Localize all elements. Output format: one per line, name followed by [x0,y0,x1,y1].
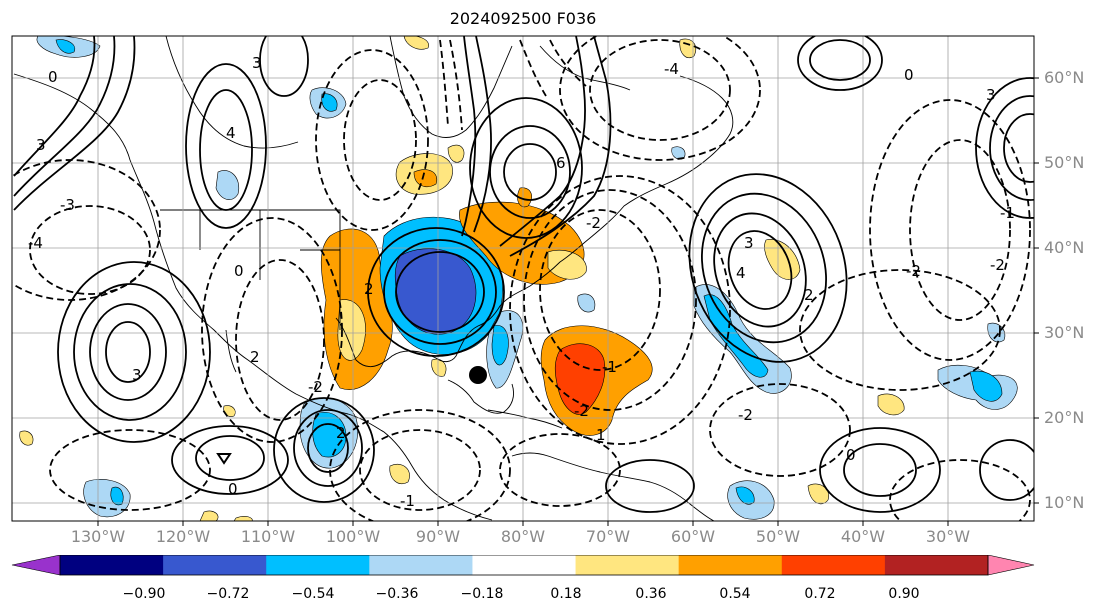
triangle-marker [216,453,232,465]
colorbar-tick-label: −0.18 [460,586,504,602]
lon-label-70w: 70°W [585,527,631,546]
svg-text:-2: -2 [308,378,323,396]
contour-labels: 0 3 4 3 -3 -4 2 0 3 2 -2 6 -2 4 3 2 -1 -… [28,54,1015,510]
svg-text:-2: -2 [990,256,1005,274]
lon-label-60w: 60°W [670,527,716,546]
map-panel: 0 3 4 3 -3 -4 2 0 3 2 -2 6 -2 4 3 2 -1 -… [11,35,1039,526]
lat-label-60n: 60°N [1044,68,1085,87]
colorbar-segment [266,555,370,575]
svg-text:0: 0 [904,66,914,84]
colorbar-segment [163,555,267,575]
svg-text:0: 0 [846,446,856,464]
colorbar-frame [59,555,989,576]
svg-text:0: 0 [228,480,238,498]
colorbar-extend-high [987,555,1035,576]
svg-text:3: 3 [252,54,262,72]
lon-label-50w: 50°W [755,527,801,546]
colorbar-segments [60,555,989,575]
lon-label-30w: 30°W [925,527,971,546]
svg-text:4: 4 [226,124,236,142]
lon-label-80w: 80°W [500,527,546,546]
colorbar-tick-label: −0.90 [122,586,166,602]
colorbar-segment [60,555,164,575]
lon-label-100w: 100°W [325,527,381,546]
svg-text:4: 4 [736,264,746,282]
lon-label-110w: 110°W [240,527,296,546]
lat-label-40n: 40°N [1044,238,1085,257]
colorbar-extend-low [11,555,61,576]
lat-label-50n: 50°N [1044,153,1085,172]
svg-text:6: 6 [556,154,566,172]
svg-text:-1: -1 [602,358,617,376]
lon-label-120w: 120°W [155,527,211,546]
lat-ticks [1034,77,1039,504]
colorbar-segment [781,555,886,575]
colorbar-segment [575,555,680,575]
colorbar-tick-label: 0.36 [635,586,667,602]
svg-text:3: 3 [744,234,754,252]
colorbar-tick-label: 0.72 [804,586,836,602]
colorbar-tick-label: −0.54 [291,586,335,602]
svg-text:-2: -2 [574,402,589,420]
colorbar-tick-label: 0.90 [888,586,920,602]
svg-text:-4: -4 [28,234,43,252]
svg-text:-1: -1 [1000,204,1015,222]
lat-label-10n: 10°N [1044,493,1085,512]
svg-text:-2: -2 [738,406,753,424]
colorbar-segment [369,555,473,575]
lon-ticks [97,521,949,526]
svg-text:-2: -2 [906,262,921,280]
svg-text:-3: -3 [60,196,75,214]
lat-label-30n: 30°N [1044,323,1085,342]
svg-text:1: 1 [596,426,606,444]
svg-text:-4: -4 [664,60,679,78]
storm-center-dot [469,366,487,384]
map-title: 2024092500 F036 [449,9,597,28]
svg-text:3: 3 [132,366,142,384]
colorbar-tick-label: 0.54 [719,586,751,602]
colorbar-segment [678,555,783,575]
lon-label-130w: 130°W [70,527,126,546]
svg-text:-2: -2 [586,214,601,232]
svg-text:2: 2 [336,424,346,442]
colorbar [11,555,1035,576]
svg-text:3: 3 [986,86,996,104]
colorbar-segment [472,555,577,575]
svg-text:3: 3 [36,136,46,154]
colorbar-tick-label: −0.36 [375,586,419,602]
lon-label-90w: 90°W [415,527,461,546]
svg-text:0: 0 [234,262,244,280]
svg-text:-1: -1 [400,492,415,510]
svg-text:0: 0 [48,68,58,86]
colorbar-tick-label: 0.18 [550,586,582,602]
dashed-contours [12,36,1031,521]
lat-label-20n: 20°N [1044,408,1085,427]
colorbar-tick-label: −0.72 [206,586,250,602]
colorbar-segment [884,555,989,575]
svg-text:2: 2 [804,286,814,304]
solid-contours [13,36,1034,513]
svg-text:2: 2 [250,348,260,366]
lon-label-40w: 40°W [840,527,886,546]
svg-text:2: 2 [364,280,374,298]
shaded-field [19,36,1018,521]
